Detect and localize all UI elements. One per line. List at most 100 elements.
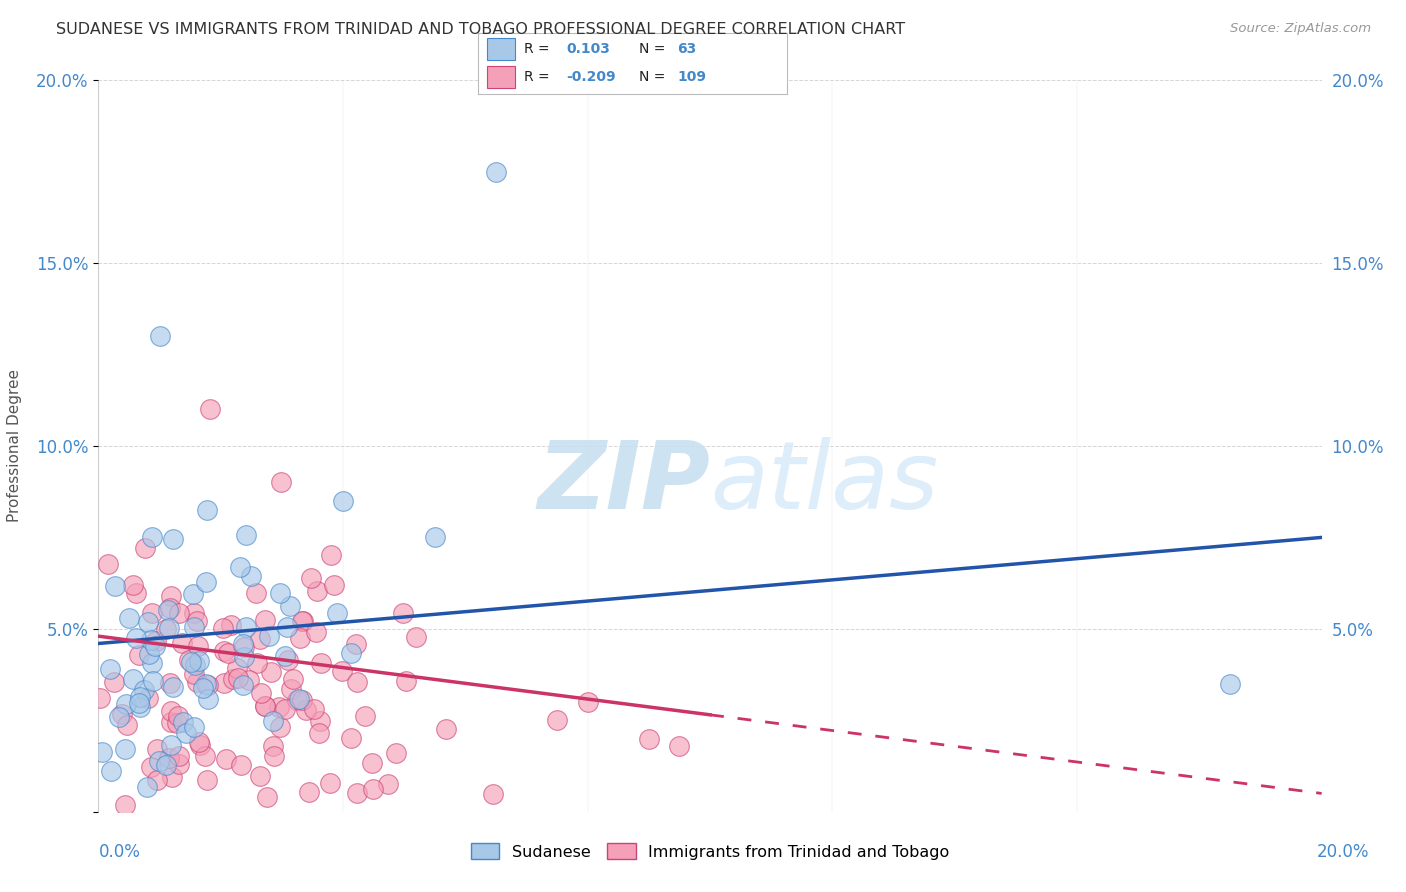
Point <box>361 756 384 771</box>
Point <box>225 661 247 675</box>
Point <box>269 719 291 733</box>
Point <box>121 672 143 686</box>
Point <box>195 503 218 517</box>
Point <box>197 678 219 692</box>
Point <box>155 623 177 637</box>
Point <box>117 718 139 732</box>
Point <box>181 587 204 601</box>
Point <box>128 648 150 662</box>
Point <box>142 674 165 689</box>
Bar <box>488 37 515 60</box>
Point <box>149 329 172 343</box>
Point <box>103 675 125 690</box>
Point <box>346 675 368 690</box>
Point <box>260 665 283 680</box>
Point <box>188 735 211 749</box>
Point <box>159 621 181 635</box>
Point <box>160 589 183 603</box>
Point <box>232 637 254 651</box>
Point <box>188 654 211 668</box>
Point <box>159 600 181 615</box>
Point <box>235 620 257 634</box>
Point <box>179 653 201 667</box>
Point <box>167 748 190 763</box>
Point <box>136 615 159 629</box>
Point <box>288 691 311 706</box>
Text: ZIP: ZIP <box>537 436 710 529</box>
Point <box>91 745 114 759</box>
Point <box>191 681 214 695</box>
Point <box>273 702 295 716</box>
Point <box>166 708 188 723</box>
Point <box>172 715 194 730</box>
Point <box>291 614 314 628</box>
Text: 20.0%: 20.0% <box>1316 843 1369 861</box>
Point <box>134 541 156 556</box>
Point <box>226 671 249 685</box>
Point <box>194 749 217 764</box>
Text: N =: N = <box>638 42 665 56</box>
Point <box>253 613 276 627</box>
Point <box>346 786 368 800</box>
Point <box>186 614 208 628</box>
Point <box>277 653 299 667</box>
Point <box>668 739 690 753</box>
Point <box>256 789 278 804</box>
Point <box>246 656 269 670</box>
Point <box>269 586 291 600</box>
Point <box>145 741 167 756</box>
Point <box>148 754 170 768</box>
Point <box>232 678 254 692</box>
Point <box>280 682 302 697</box>
Point <box>278 599 301 614</box>
Point <box>183 720 205 734</box>
Point <box>174 725 197 739</box>
Point <box>340 731 363 746</box>
Point <box>143 639 166 653</box>
Point <box>235 528 257 542</box>
Point <box>245 585 267 599</box>
Point <box>240 568 263 582</box>
Point <box>89 691 111 706</box>
Point <box>184 657 207 672</box>
Point <box>212 644 235 658</box>
Point <box>319 776 342 790</box>
Point <box>104 579 127 593</box>
Point <box>309 657 332 671</box>
Point <box>434 722 457 736</box>
Point <box>194 676 217 690</box>
Point <box>128 696 150 710</box>
Point <box>319 548 342 562</box>
Point <box>108 710 131 724</box>
Point <box>340 646 363 660</box>
Text: atlas: atlas <box>710 437 938 528</box>
Point <box>637 731 661 746</box>
Point <box>395 673 418 688</box>
Point <box>377 777 399 791</box>
Text: Source: ZipAtlas.com: Source: ZipAtlas.com <box>1230 22 1371 36</box>
Point <box>146 773 169 788</box>
Point <box>263 748 285 763</box>
Point <box>546 714 568 728</box>
Point <box>309 714 332 729</box>
Point <box>326 607 349 621</box>
Text: N =: N = <box>638 70 665 84</box>
Point <box>160 770 183 784</box>
Point <box>262 739 284 754</box>
Point <box>276 620 298 634</box>
Point <box>229 757 252 772</box>
Point <box>330 664 353 678</box>
Text: R =: R = <box>524 42 550 56</box>
Point <box>141 760 163 774</box>
Point <box>183 606 205 620</box>
Point <box>485 164 508 178</box>
Point <box>125 586 148 600</box>
Point <box>1219 676 1241 690</box>
Point <box>136 691 159 706</box>
Point <box>249 632 271 647</box>
Point <box>160 714 183 729</box>
Point <box>114 797 136 812</box>
Point <box>98 662 121 676</box>
Point <box>302 702 325 716</box>
Point <box>141 530 163 544</box>
